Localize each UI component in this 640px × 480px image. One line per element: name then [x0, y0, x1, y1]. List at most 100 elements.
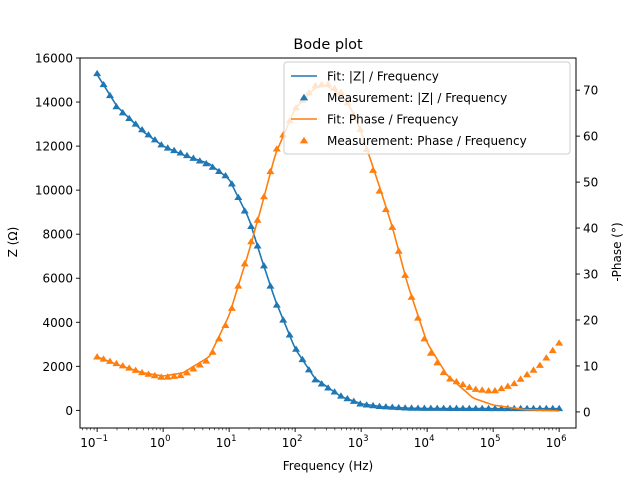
measurement-marker-impedance	[490, 404, 499, 412]
measurement-marker-phase	[202, 357, 211, 364]
x-tick-label: 105	[480, 434, 501, 450]
measurement-marker-impedance	[279, 316, 288, 323]
measurement-marker-impedance	[343, 394, 352, 402]
measurement-marker-phase	[105, 357, 114, 364]
measurement-marker-impedance	[163, 144, 172, 151]
measurement-marker-phase	[189, 365, 198, 372]
measurement-marker-phase	[247, 237, 256, 245]
legend-entry-label: Measurement: Phase / Frequency	[327, 134, 527, 148]
measurement-marker-phase	[99, 355, 108, 362]
x-axis-label: Frequency (Hz)	[283, 459, 374, 473]
measurement-marker-phase	[131, 366, 140, 373]
measurement-marker-phase	[125, 364, 134, 371]
measurement-marker-impedance	[150, 136, 159, 143]
axes-frame	[79, 57, 577, 429]
measurement-marker-impedance	[324, 384, 333, 391]
measurement-marker-impedance	[227, 180, 236, 187]
measurement-marker-phase	[407, 293, 416, 300]
measurement-marker-impedance	[369, 401, 378, 409]
legend-entry-label: Fit: Phase / Frequency	[327, 113, 458, 127]
measurement-marker-impedance	[548, 404, 557, 412]
measurement-marker-impedance	[99, 80, 108, 88]
measurement-marker-impedance	[208, 163, 217, 170]
left-y-tick-label: 6000	[42, 272, 73, 286]
x-tick-label-exponent: 0	[165, 434, 170, 444]
x-tick-label-base: 10	[480, 436, 495, 450]
measurement-marker-phase	[138, 368, 147, 376]
right-y-tick-label: 0	[583, 405, 591, 419]
left-y-tick-label: 16000	[35, 52, 73, 66]
measurement-marker-impedance	[247, 222, 256, 230]
measurement-marker-phase	[490, 386, 499, 394]
measurement-marker-impedance	[465, 404, 474, 412]
x-tick-label-base: 10	[80, 436, 95, 450]
measurement-marker-phase	[420, 335, 429, 342]
measurement-marker-impedance	[356, 400, 365, 407]
measurement-marker-phase	[458, 380, 467, 388]
measurement-marker-impedance	[433, 404, 442, 411]
x-tick-label-exponent: 3	[363, 434, 368, 444]
x-tick-label: 100	[150, 434, 171, 450]
measurement-marker-phase	[394, 247, 403, 254]
measurement-marker-phase	[208, 348, 217, 355]
measurement-marker-impedance	[317, 380, 326, 387]
left-y-axis-label: Z (Ω)	[6, 227, 20, 258]
measurement-marker-phase	[170, 372, 179, 379]
measurement-marker-impedance	[176, 149, 185, 156]
measurement-marker-phase	[465, 383, 474, 390]
measurement-marker-phase	[529, 366, 538, 373]
measurement-marker-phase	[439, 368, 448, 376]
x-tick-label-base: 10	[414, 436, 429, 450]
x-tick-label: 103	[348, 434, 369, 450]
measurement-marker-phase	[176, 371, 185, 379]
axes: 10−1 100 101 102 103 104 105 106020004000600080…	[35, 52, 598, 451]
measurement-marker-phase	[426, 349, 435, 356]
measurement-marker-phase	[510, 379, 519, 387]
x-tick-label-exponent: 2	[297, 434, 302, 444]
measurement-marker-impedance	[439, 404, 448, 411]
left-y-tick-label: 8000	[42, 228, 73, 242]
measurement-marker-phase	[478, 386, 487, 393]
measurement-marker-impedance	[234, 193, 243, 201]
measurement-marker-impedance	[471, 404, 480, 412]
right-y-tick-label: 20	[583, 313, 598, 327]
measurement-marker-impedance	[112, 102, 121, 110]
series-impedance-marker	[93, 69, 564, 412]
measurement-marker-phase	[535, 361, 544, 368]
left-y-tick-label: 2000	[42, 360, 73, 374]
x-tick-label: 102	[282, 434, 303, 450]
measurement-marker-impedance	[484, 404, 493, 412]
measurement-marker-impedance	[446, 404, 455, 411]
measurement-marker-impedance	[388, 403, 397, 410]
legend: Fit: |Z| / Frequency Measurement: |Z| / F…	[283, 61, 571, 155]
left-y-tick-label: 0	[65, 404, 73, 418]
measurement-marker-impedance	[401, 404, 410, 411]
measurement-marker-impedance	[407, 404, 416, 411]
measurement-marker-phase	[93, 353, 102, 360]
measurement-marker-phase	[555, 339, 564, 346]
left-y-tick-label: 14000	[35, 96, 73, 110]
x-tick-label-exponent: 6	[561, 434, 566, 444]
x-tick-label: 10−1	[80, 434, 108, 450]
measurement-marker-impedance	[452, 404, 461, 411]
measurement-marker-impedance	[497, 404, 506, 412]
measurement-marker-impedance	[138, 126, 147, 133]
measurement-marker-impedance	[221, 171, 230, 179]
x-tick-label-base: 10	[150, 436, 165, 450]
measurement-marker-impedance	[215, 167, 224, 175]
measurement-marker-impedance	[105, 91, 114, 99]
measurement-marker-phase	[375, 187, 384, 194]
measurement-marker-phase	[182, 369, 191, 376]
measurement-marker-phase	[163, 373, 172, 380]
measurement-marker-phase	[523, 370, 532, 378]
measurement-marker-phase	[548, 346, 557, 354]
measurement-marker-phase	[471, 385, 480, 392]
measurement-marker-impedance	[555, 404, 564, 412]
measurement-marker-impedance	[272, 301, 281, 308]
measurement-marker-phase	[272, 145, 281, 152]
measurement-marker-impedance	[304, 366, 313, 373]
measurement-marker-impedance	[189, 154, 198, 161]
measurement-marker-phase	[266, 167, 275, 175]
measurement-marker-impedance	[131, 120, 140, 127]
